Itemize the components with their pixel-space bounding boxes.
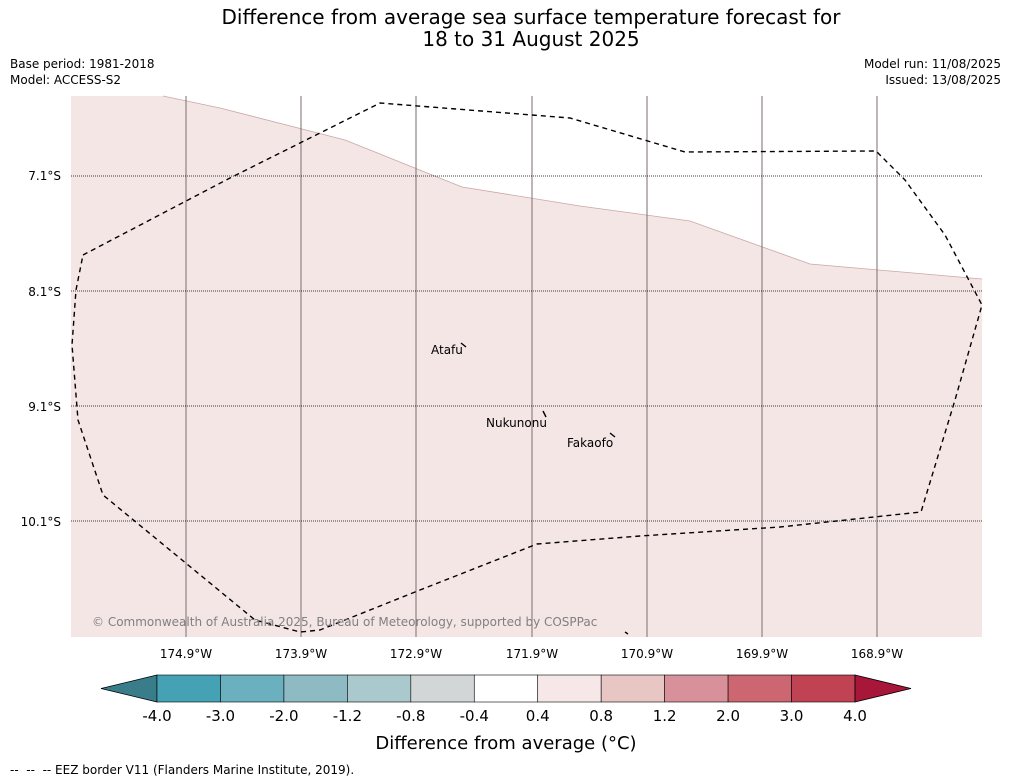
colorbar-tick-label: 1.2	[653, 707, 677, 725]
lon-label-171-9w: 171.9°W	[506, 647, 558, 661]
colorbar-tick-labels: -4.0 -3.0 -2.0 -1.2 -0.8 -0.4 0.4 0.8 1.2 2.0 3.0 4…	[142, 707, 867, 725]
small-marker	[624, 631, 629, 635]
meridian-gridlines	[185, 96, 878, 637]
issued-date: Issued: 13/08/2025	[885, 73, 1001, 87]
colorbar-box	[410, 674, 475, 703]
colorbar-box	[791, 674, 856, 703]
lon-label-169-9w: 169.9°W	[736, 647, 788, 661]
nukunonu-marker	[542, 410, 547, 418]
lon-label-172-9w: 172.9°W	[390, 647, 442, 661]
fakaofo-marker	[609, 432, 616, 438]
lon-label-173-9w: 173.9°W	[275, 647, 327, 661]
colorbar-box	[537, 674, 602, 703]
lat-label-7-1s: 7.1°S	[28, 169, 61, 183]
eez-legend-dash: -- --	[10, 763, 43, 777]
colorbar-label: Difference from average (°C)	[375, 733, 636, 754]
copyright-notice: © Commonwealth of Australia 2025, Bureau…	[92, 615, 597, 629]
colorbar-tick-label: -2.0	[269, 707, 298, 725]
longitude-labels: 174.9°W 173.9°W 172.9°W 171.9°W 170.9°W …	[160, 647, 903, 661]
colorbar-box	[600, 674, 665, 703]
colorbar-tick-label: -1.2	[333, 707, 362, 725]
eez-legend: -- -- -- EEZ border V11 (Flanders Marine…	[10, 762, 354, 778]
colorbar-tick-label: -0.4	[460, 707, 489, 725]
colorbar	[100, 674, 912, 703]
colorbar-tick-label: -3.0	[206, 707, 235, 725]
anomaly-region-fill	[71, 96, 982, 637]
colorbar-box	[727, 674, 792, 703]
colorbar-box	[347, 674, 412, 703]
map-title: Difference from average sea surface temp…	[0, 6, 1011, 50]
lon-label-170-9w: 170.9°W	[621, 647, 673, 661]
latitude-labels: 7.1°S 8.1°S 9.1°S 10.1°S	[21, 169, 61, 529]
run-info: Model run: 11/08/2025 Issued: 13/08/2025	[864, 56, 1001, 88]
colorbar-tick-label: 2.0	[716, 707, 740, 725]
lat-label-8-1s: 8.1°S	[28, 285, 61, 299]
colorbar-tick-label: 0.8	[589, 707, 613, 725]
colorbar-box	[220, 674, 285, 703]
anomaly-region-edge	[162, 95, 983, 280]
base-info: Base period: 1981-2018 Model: ACCESS-S2	[10, 56, 155, 88]
place-label-fakaofo: Fakaofo	[567, 436, 613, 450]
place-label-nukunonu: Nukunonu	[486, 416, 547, 430]
lon-label-168-9w: 168.9°W	[851, 647, 903, 661]
place-label-atafu: Atafu	[431, 343, 463, 357]
model-run: Model run: 11/08/2025	[863, 57, 1001, 71]
title-line-1: Difference from average sea surface temp…	[221, 5, 841, 29]
colorbar-extension-low	[100, 674, 158, 703]
title-line-2: 18 to 31 August 2025	[422, 27, 640, 51]
base-period: Base period: 1981-2018	[10, 57, 155, 71]
colorbar-tick-label: -4.0	[142, 707, 171, 725]
colorbar-tick-label: 4.0	[843, 707, 867, 725]
eez-legend-text: -- EEZ border V11 (Flanders Marine Insti…	[42, 763, 355, 777]
model-name: Model: ACCESS-S2	[10, 73, 122, 87]
colorbar-tick-label: 3.0	[780, 707, 804, 725]
colorbar-tick-label: 0.4	[526, 707, 550, 725]
colorbar-box	[664, 674, 729, 703]
atafu-marker	[460, 342, 467, 348]
island-markers	[460, 342, 629, 635]
colorbar-box	[473, 674, 539, 703]
lon-label-174-9w: 174.9°W	[160, 647, 212, 661]
colorbar-box	[156, 674, 221, 703]
colorbar-tick-label: -0.8	[396, 707, 425, 725]
lat-label-10-1s: 10.1°S	[21, 515, 61, 529]
colorbar-extension-high	[854, 674, 912, 703]
lat-label-9-1s: 9.1°S	[28, 400, 61, 414]
colorbar-box	[283, 674, 348, 703]
eez-border	[71, 102, 983, 633]
